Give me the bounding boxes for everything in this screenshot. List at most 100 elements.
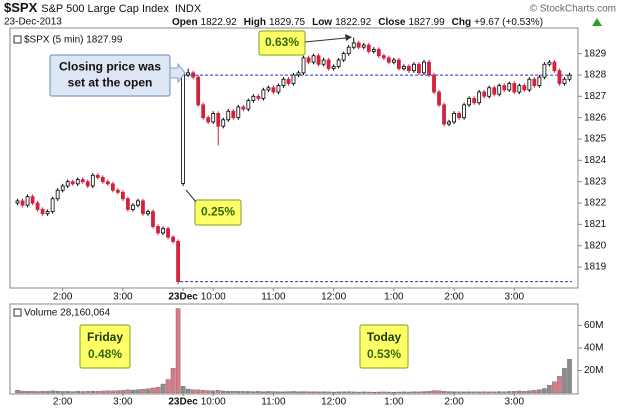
volume-bar — [396, 391, 402, 394]
annotation-text: 0.48% — [88, 347, 122, 361]
volume-bar — [125, 389, 131, 394]
volume-bar — [436, 390, 442, 394]
volume-bar — [105, 390, 111, 394]
candle-body — [447, 121, 451, 125]
quote-label: Chg — [452, 17, 471, 28]
up-arrow — [592, 18, 602, 26]
candle-body — [552, 61, 557, 72]
volume-bar — [130, 389, 136, 394]
candle-body — [15, 200, 20, 204]
candle-body — [527, 78, 532, 91]
volume-bar — [35, 391, 40, 394]
volume-bar — [306, 391, 311, 394]
y-tick-label: 1829 — [584, 48, 607, 59]
candle-body — [386, 57, 391, 63]
candle-body — [141, 200, 145, 215]
candle-body — [176, 241, 180, 282]
symbol: $SPX — [4, 0, 38, 15]
volume-bar — [517, 390, 522, 394]
candle-body — [35, 202, 40, 210]
legend-icon — [13, 35, 22, 44]
volume-bar — [45, 391, 50, 394]
volume-bar — [416, 391, 422, 394]
volume-bar — [522, 391, 527, 394]
volume-bar — [552, 381, 557, 394]
volume-bar — [336, 391, 341, 394]
candle-body — [45, 211, 50, 215]
volume-bar — [251, 391, 256, 394]
candle-body — [20, 200, 25, 206]
y-tick-label: 60M — [584, 320, 603, 331]
candle-body — [186, 72, 191, 76]
candle-body — [512, 83, 517, 93]
x-tick-label: 2:00 — [53, 292, 73, 303]
volume-bar — [100, 390, 106, 394]
candle-body — [115, 189, 120, 193]
candle-body — [371, 48, 376, 52]
volume-bar — [25, 391, 30, 394]
volume-bar — [210, 390, 216, 394]
candle-body — [477, 91, 482, 104]
candle-body — [95, 174, 100, 178]
volume-bar — [537, 389, 542, 394]
annotation-box — [194, 199, 242, 226]
candle-body — [417, 63, 421, 74]
candle-body — [497, 85, 502, 95]
volume-bar — [326, 391, 331, 394]
y-tick-label: 1820 — [584, 240, 607, 251]
x-tick-label: 11:00 — [261, 397, 286, 408]
volume-bar — [547, 384, 552, 394]
header-title: $SPX S&P 500 Large Cap Index INDX — [4, 0, 202, 15]
candle-body — [276, 85, 281, 93]
volume-bar — [386, 391, 392, 394]
candle-body — [80, 179, 85, 183]
volume-bar — [140, 389, 146, 394]
volume-bar — [170, 368, 176, 394]
candle-body — [452, 112, 456, 123]
annotation-text: 0.53% — [367, 347, 401, 361]
candle-body — [120, 191, 125, 200]
volume-bar — [155, 386, 161, 394]
volume-bar — [115, 390, 121, 394]
x-tick-label: 3:00 — [505, 292, 525, 303]
volume-bar — [376, 391, 382, 394]
candle-body — [482, 91, 487, 97]
quote-value: 1822.92 — [335, 17, 372, 28]
annotation-text: 0.63% — [265, 35, 299, 49]
candle-body — [492, 87, 497, 95]
volume-bar — [421, 391, 427, 394]
volume-bar — [491, 391, 497, 394]
volume-bar — [55, 391, 60, 394]
quote: Open 1822.92 High 1829.75 Low 1822.92 Close 182… — [172, 17, 543, 28]
candle-body — [547, 61, 552, 65]
y-tick-label: 1825 — [584, 134, 607, 145]
candle-body — [191, 72, 196, 78]
candle-body — [40, 209, 45, 215]
volume-bar — [195, 389, 201, 394]
candle-body — [171, 236, 175, 242]
candle-body — [407, 66, 411, 72]
candle-body — [326, 59, 331, 69]
candle-body — [221, 119, 226, 127]
candle-body — [427, 61, 431, 76]
volume-bar — [276, 391, 281, 394]
candle-body — [336, 59, 341, 67]
volume-bar — [236, 391, 241, 394]
candle-body — [321, 59, 326, 65]
candle-body — [146, 211, 150, 215]
candle-body — [156, 226, 160, 234]
candle-body — [412, 63, 416, 72]
candle-body — [100, 177, 105, 183]
candle-body — [261, 89, 266, 99]
annotation-text: Today — [367, 330, 402, 344]
candle-body — [201, 104, 206, 119]
candle-body — [105, 181, 110, 185]
candle-body — [271, 87, 276, 93]
annotation-box — [258, 30, 306, 56]
candle-body — [301, 57, 306, 74]
volume-bar — [175, 308, 181, 394]
volume-bar — [30, 391, 35, 394]
candle-body — [567, 74, 572, 80]
candle-body — [236, 106, 241, 119]
